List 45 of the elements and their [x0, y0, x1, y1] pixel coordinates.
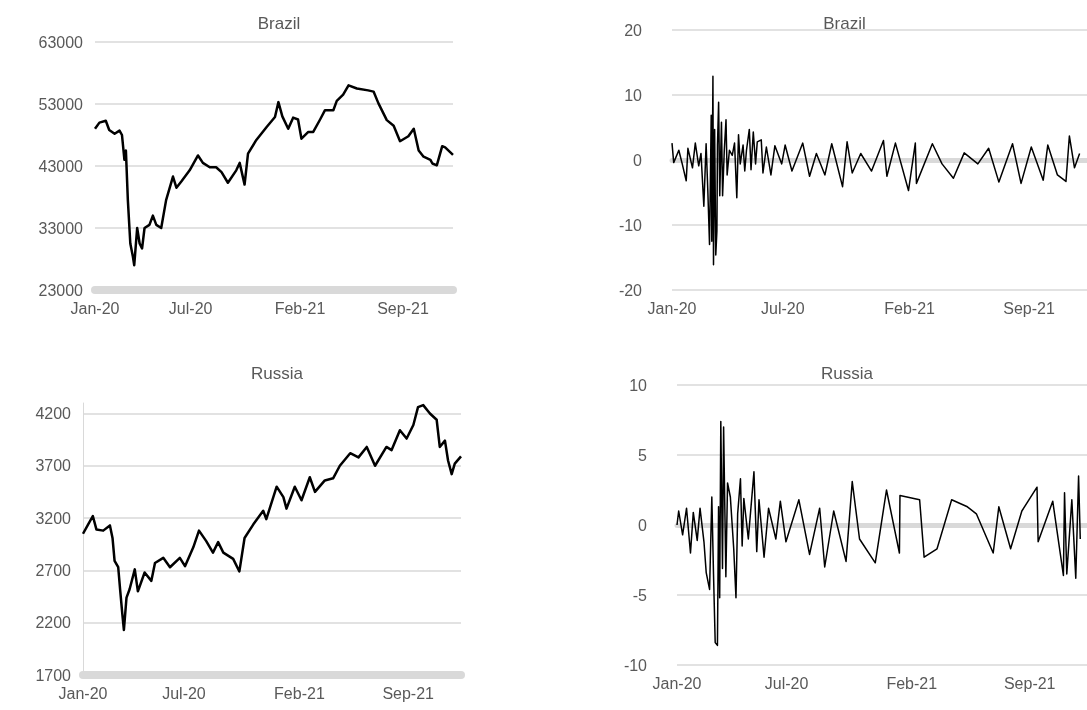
line-series	[81, 403, 463, 632]
y-tick-label: -20	[618, 281, 643, 299]
x-tick-label: Jul-20	[162, 684, 206, 702]
y-tick-label: -5	[632, 586, 648, 604]
x-tick-label: Jul-20	[764, 674, 809, 692]
x-tick-label: Jan-20	[647, 299, 697, 317]
line-series	[676, 420, 1082, 647]
x-tick-label: Sep-21	[1003, 299, 1055, 317]
x-tick-label: Feb-21	[274, 684, 325, 702]
x-tick-label: Jan-20	[58, 684, 108, 702]
y-tick-label: 63000	[38, 33, 84, 51]
y-tick-label: 33000	[38, 219, 84, 237]
chart-title: Brazil	[823, 14, 866, 33]
chart-title: Russia	[821, 364, 874, 383]
line-series	[671, 75, 1081, 266]
x-tick-label: Jul-20	[761, 299, 805, 317]
x-tick-label: Jul-20	[168, 299, 213, 317]
x-tick-label: Feb-21	[886, 674, 938, 692]
x-tick-label: Sep-21	[382, 684, 435, 702]
x-tick-label: Sep-21	[1003, 674, 1056, 692]
y-tick-label: 1700	[35, 666, 72, 684]
y-tick-label: 0	[633, 151, 643, 169]
line-series	[93, 84, 455, 267]
x-tick-label: Feb-21	[884, 299, 936, 317]
y-tick-label: 4200	[35, 404, 72, 422]
x-tick-label: Jan-20	[652, 674, 702, 692]
y-tick-label: 43000	[38, 157, 84, 175]
y-tick-label: 2200	[35, 614, 72, 632]
y-tick-label: 20	[624, 21, 643, 39]
y-tick-label: -10	[618, 216, 643, 234]
y-tick-label: -10	[623, 656, 648, 674]
y-tick-label: 5	[638, 446, 648, 464]
x-tick-label: Jan-20	[70, 299, 120, 317]
chart-title: Brazil	[257, 14, 301, 33]
y-tick-label: 0	[638, 516, 648, 534]
x-tick-label: Feb-21	[274, 299, 326, 317]
x-tick-label: Sep-21	[377, 299, 429, 317]
y-tick-label: 10	[629, 376, 648, 394]
y-tick-label: 3200	[35, 509, 72, 527]
y-tick-label: 23000	[38, 281, 84, 299]
y-tick-label: 53000	[38, 95, 84, 113]
y-tick-label: 10	[624, 86, 643, 104]
y-tick-label: 2700	[35, 561, 72, 579]
y-tick-label: 3700	[35, 457, 72, 475]
chart-title: Russia	[251, 364, 304, 383]
